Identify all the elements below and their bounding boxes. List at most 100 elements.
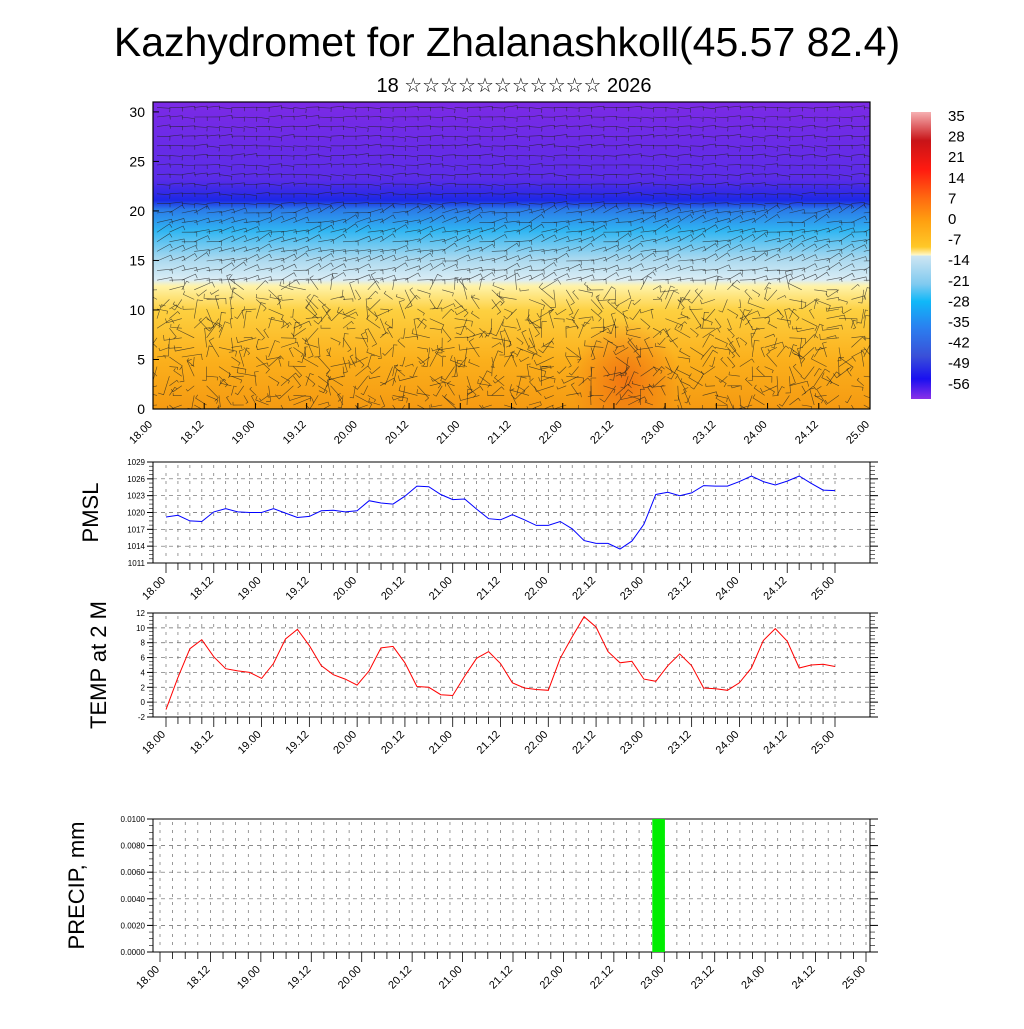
- y-tick-label: 10: [136, 624, 145, 633]
- y-tick-label: 10: [129, 302, 145, 318]
- colorbar-label: 7: [948, 190, 956, 207]
- x-tick-label: 24.12: [790, 964, 818, 992]
- y-axis-label: PMSL: [78, 483, 103, 543]
- x-tick-label: 18.00: [134, 964, 162, 992]
- y-tick-label: 0.0080: [121, 842, 146, 851]
- plot-area: [153, 613, 870, 717]
- y-tick-label: 2: [141, 683, 146, 692]
- colorbar-gradient: [911, 112, 931, 399]
- x-tick-label: 22.12: [588, 419, 616, 447]
- x-tick-label: 22.12: [570, 729, 598, 757]
- y-tick-label: 1014: [127, 542, 145, 551]
- x-tick-label: 18.00: [127, 419, 155, 447]
- x-tick-label: 24.00: [739, 964, 767, 992]
- x-tick-label: 18.12: [185, 964, 213, 992]
- y-tick-label: 0.0100: [121, 815, 146, 824]
- colorbar-label: 28: [948, 129, 965, 146]
- x-tick-label: 22.00: [522, 575, 550, 603]
- colorbar-label: 14: [948, 170, 965, 187]
- y-tick-label: 12: [136, 609, 145, 618]
- x-tick-label: 19.12: [284, 575, 312, 603]
- x-tick-label: 18.12: [188, 729, 216, 757]
- y-tick-label: 0.0000: [121, 948, 146, 957]
- y-tick-label: 0.0060: [121, 868, 146, 877]
- y-tick-label: 25: [129, 153, 145, 169]
- y-tick-label: 8: [141, 639, 146, 648]
- y-tick-label: 20: [129, 203, 145, 219]
- x-tick-label: 24.12: [793, 419, 821, 447]
- x-tick-label: 21.00: [427, 575, 455, 603]
- colorbar-label: -35: [948, 314, 970, 331]
- x-tick-label: 24.12: [761, 575, 789, 603]
- x-tick-label: 20.00: [331, 729, 359, 757]
- precip-bar: [652, 819, 665, 952]
- x-tick-label: 20.00: [331, 575, 359, 603]
- y-tick-label: 0: [137, 401, 145, 417]
- x-tick-label: 24.00: [714, 575, 742, 603]
- x-tick-label: 20.12: [383, 419, 411, 447]
- chart-title: Kazhydromet for Zhalanashkoll(45.57 82.4…: [114, 19, 900, 65]
- x-tick-label: 23.12: [666, 729, 694, 757]
- y-tick-label: 1029: [127, 458, 145, 467]
- precip-panel: 0.00000.00200.00400.00600.00800.010018.0…: [64, 815, 878, 992]
- x-tick-label: 21.12: [475, 729, 503, 757]
- colorbar-label: -21: [948, 273, 970, 290]
- x-tick-label: 21.12: [487, 964, 515, 992]
- x-tick-label: 20.12: [386, 964, 414, 992]
- x-tick-label: 19.00: [236, 575, 264, 603]
- x-tick-label: 21.00: [427, 729, 455, 757]
- chart-subtitle: 18 ☆☆☆☆☆☆☆☆☆☆☆ 2026: [376, 75, 651, 97]
- plot-area: [153, 819, 870, 952]
- y-axis-label: PRECIP, mm: [64, 822, 89, 950]
- x-tick-label: 20.12: [379, 729, 407, 757]
- colorbar-label: -7: [948, 232, 961, 249]
- x-tick-label: 18.12: [178, 419, 206, 447]
- x-tick-label: 25.00: [809, 575, 837, 603]
- y-tick-label: 1026: [127, 475, 145, 484]
- colorbar-label: 21: [948, 149, 965, 166]
- x-tick-label: 22.00: [522, 729, 550, 757]
- colorbar-label: -56: [948, 376, 970, 393]
- x-tick-label: 20.12: [379, 575, 407, 603]
- y-tick-label: 1017: [127, 525, 145, 534]
- x-tick-label: 21.12: [486, 419, 514, 447]
- x-tick-label: 20.00: [332, 419, 360, 447]
- x-tick-label: 19.12: [285, 964, 313, 992]
- colorbar-label: 0: [948, 211, 956, 228]
- y-tick-label: 0.0040: [121, 895, 146, 904]
- x-tick-label: 19.00: [230, 419, 258, 447]
- x-tick-label: 22.12: [570, 575, 598, 603]
- y-tick-label: 0: [141, 698, 146, 707]
- x-tick-label: 22.12: [588, 964, 616, 992]
- colorbar-label: -14: [948, 252, 970, 269]
- y-tick-label: 1011: [128, 559, 146, 568]
- x-tick-label: 25.00: [840, 964, 868, 992]
- colorbar-label: -42: [948, 335, 970, 352]
- y-axis-label: TEMP at 2 M: [86, 601, 111, 729]
- x-tick-label: 23.12: [691, 419, 719, 447]
- y-tick-label: 15: [129, 252, 145, 268]
- y-tick-label: -2: [138, 713, 146, 722]
- warm-core-shading: [570, 320, 680, 440]
- x-tick-label: 18.00: [140, 729, 168, 757]
- x-tick-label: 19.00: [236, 729, 264, 757]
- colorbar-label: -28: [948, 293, 970, 310]
- x-tick-label: 24.12: [761, 729, 789, 757]
- x-tick-label: 21.00: [437, 964, 465, 992]
- y-tick-label: 4: [141, 668, 146, 677]
- x-tick-label: 22.00: [538, 964, 566, 992]
- y-tick-label: 6: [141, 654, 146, 663]
- temp-panel: -2 0 2 4 6 8 10 12 18.00 18.12 19.00 19.12 20.00 20.1…: [86, 601, 878, 757]
- x-tick-label: 19.12: [284, 729, 312, 757]
- x-tick-label: 23.00: [638, 964, 666, 992]
- x-tick-label: 25.00: [844, 419, 872, 447]
- x-tick-label: 22.00: [537, 419, 565, 447]
- temperature-shading: [153, 102, 870, 409]
- x-tick-label: 19.12: [281, 419, 309, 447]
- x-tick-label: 23.12: [689, 964, 717, 992]
- colorbar-label: 35: [948, 108, 965, 125]
